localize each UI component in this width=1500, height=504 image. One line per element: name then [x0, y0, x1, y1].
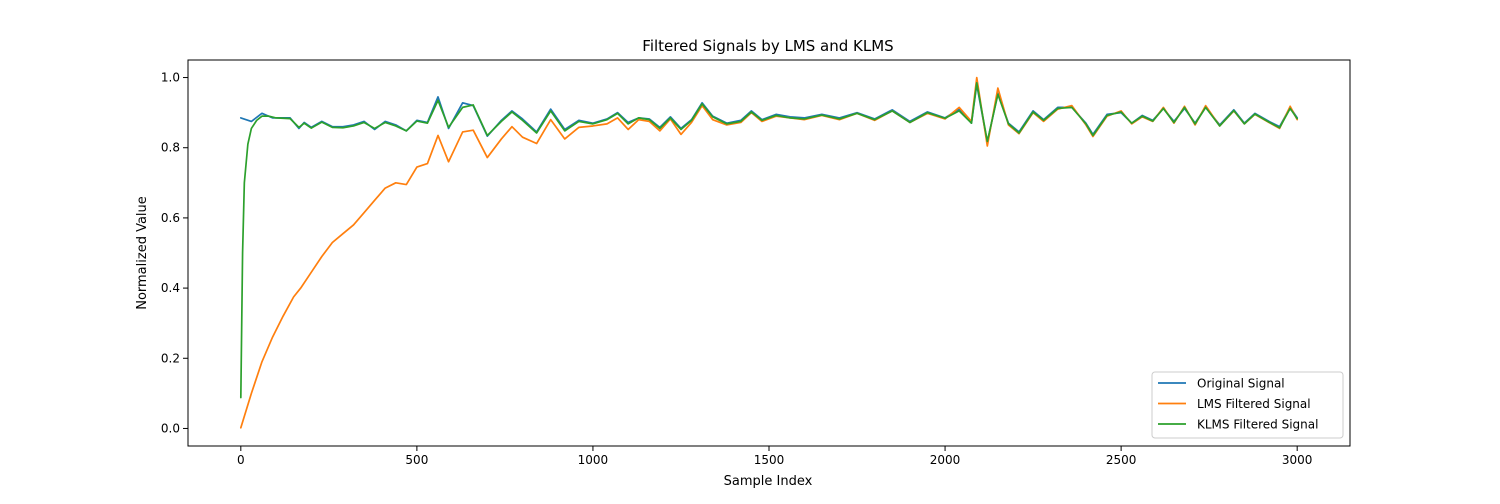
series-line-1	[239, 76, 1299, 429]
x-tick-label: 2000	[930, 453, 961, 467]
chart-title: Filtered Signals by LMS and KLMS	[642, 37, 893, 55]
y-tick-label: 0.8	[161, 141, 180, 155]
x-tick-label: 500	[405, 453, 428, 467]
x-axis: 0 500 1000 1500 2000 2500 3000	[237, 446, 1312, 467]
y-tick-label: 1.0	[161, 71, 180, 85]
series-line-0	[239, 83, 1299, 144]
plot-series-group	[239, 76, 1299, 429]
x-tick-label: 3000	[1282, 453, 1313, 467]
y-axis-label: Normalized Value	[135, 196, 150, 310]
y-tick-label: 0.2	[161, 351, 180, 365]
x-tick-label: 1500	[754, 453, 785, 467]
legend: Original Signal LMS Filtered Signal KLMS F…	[1151, 371, 1344, 439]
legend-label-2: KLMS Filtered Signal	[1197, 418, 1318, 432]
y-tick-label: 0.4	[161, 281, 180, 295]
legend-label-0: Original Signal	[1197, 377, 1285, 391]
legend-box	[1151, 371, 1344, 439]
x-tick-label: 0	[237, 453, 245, 467]
y-axis: 0.0 0.2 0.4 0.6 0.8 1.0	[161, 71, 188, 435]
y-tick-label: 0.6	[161, 211, 180, 225]
x-tick-label: 1000	[578, 453, 609, 467]
x-tick-label: 2500	[1106, 453, 1137, 467]
x-axis-label: Sample Index	[724, 474, 813, 489]
legend-label-1: LMS Filtered Signal	[1197, 397, 1311, 411]
series-line-2	[239, 81, 1299, 399]
y-tick-label: 0.0	[161, 421, 180, 435]
